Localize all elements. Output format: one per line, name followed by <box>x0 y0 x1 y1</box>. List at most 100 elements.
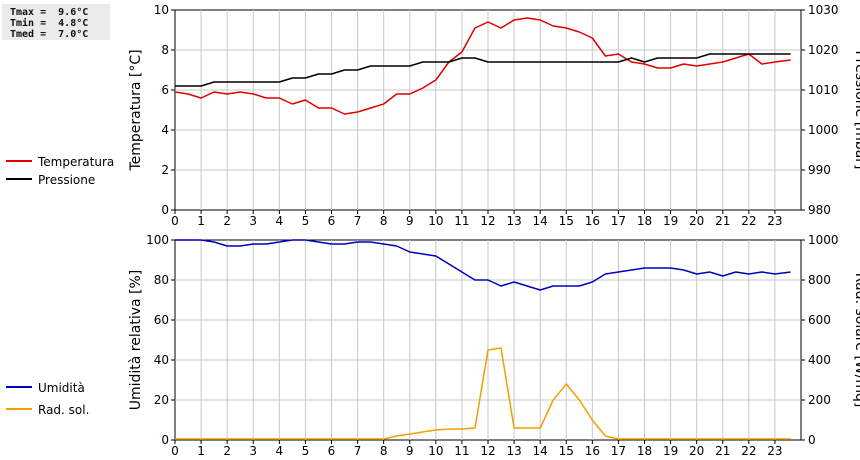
top-grid <box>175 10 801 210</box>
x-tick-label: 7 <box>354 214 362 228</box>
left-tick-label: 0 <box>161 433 169 447</box>
x-tick-label: 11 <box>454 444 469 458</box>
right-tick-label: 800 <box>808 273 831 287</box>
x-tick-label: 6 <box>328 214 336 228</box>
series-line-rad-sol <box>175 347 791 440</box>
legend-label-temperatura: Temperatura <box>37 155 114 169</box>
x-tick-label: 8 <box>380 214 388 228</box>
x-tick-label: 23 <box>767 444 782 458</box>
x-tick-label: 18 <box>637 444 652 458</box>
x-tick-label: 19 <box>663 214 678 228</box>
x-tick-label: 15 <box>559 444 574 458</box>
x-tick-label: 22 <box>741 444 756 458</box>
right-tick-label: 990 <box>808 163 831 177</box>
bottom-grid <box>175 240 801 440</box>
right-tick-label: 1010 <box>808 83 839 97</box>
left-tick-label: 60 <box>154 313 169 327</box>
x-tick-label: 15 <box>559 214 574 228</box>
top-left-axis-label: Temperatura [°C] <box>128 49 144 171</box>
x-tick-label: 4 <box>276 444 284 458</box>
x-tick-label: 22 <box>741 214 756 228</box>
x-tick-label: 5 <box>302 214 310 228</box>
x-tick-label: 16 <box>585 214 600 228</box>
left-tick-label: 20 <box>154 393 169 407</box>
top-series <box>174 17 791 115</box>
right-tick-label: 1000 <box>808 123 839 137</box>
right-tick-label: 400 <box>808 353 831 367</box>
x-tick-label: 2 <box>223 444 231 458</box>
x-tick-label: 3 <box>249 214 257 228</box>
temperature-pressure-chart: 0 1 2 3 4 5 6 7 8 9 10 11 12 13 14 15 16 17 18 19 20 21 22 23 0… <box>6 3 860 228</box>
bottom-left-axis-label: Umidità relativa [%] <box>128 270 144 411</box>
right-tick-label: 1020 <box>808 43 839 57</box>
x-tick-label: 10 <box>428 214 443 228</box>
left-tick-label: 100 <box>146 233 169 247</box>
bottom-left-ticks: 0 20 40 60 80 100 <box>146 233 175 447</box>
x-tick-label: 21 <box>715 444 730 458</box>
x-tick-label: 12 <box>480 444 495 458</box>
x-tick-label: 13 <box>506 214 521 228</box>
left-tick-label: 40 <box>154 353 169 367</box>
right-tick-label: 1030 <box>808 3 839 17</box>
x-tick-label: 10 <box>428 444 443 458</box>
right-tick-label: 600 <box>808 313 831 327</box>
x-tick-label: 1 <box>197 444 205 458</box>
right-tick-label: 980 <box>808 203 831 217</box>
x-tick-label: 13 <box>506 444 521 458</box>
tmax-readout: Tmax = 9.6°C <box>10 7 89 18</box>
x-tick-label: 9 <box>406 214 414 228</box>
legend-label-pressione: Pressione <box>38 173 95 187</box>
tmin-readout: Tmin = 4.8°C <box>10 18 89 29</box>
right-tick-label: 1000 <box>808 233 839 247</box>
top-right-ticks: 980 990 1000 1010 1020 1030 <box>801 3 839 217</box>
stats-box: Tmax = 9.6°C Tmin = 4.8°C Tmed = 7.0°C <box>2 4 110 40</box>
x-tick-label: 11 <box>454 214 469 228</box>
left-tick-label: 80 <box>154 273 169 287</box>
left-tick-label: 8 <box>161 43 169 57</box>
x-tick-label: 1 <box>197 214 205 228</box>
x-tick-label: 20 <box>689 444 704 458</box>
x-tick-label: 4 <box>276 214 284 228</box>
left-tick-label: 0 <box>161 203 169 217</box>
x-tick-label: 8 <box>380 444 388 458</box>
bottom-right-axis-label: Rad. solare [W/mq] <box>852 273 860 408</box>
x-tick-label: 0 <box>171 214 179 228</box>
x-tick-label: 6 <box>328 444 336 458</box>
top-left-ticks: 0 2 4 6 8 10 <box>154 3 175 217</box>
tmed-readout: Tmed = 7.0°C <box>10 29 89 40</box>
series-line-temperatura <box>174 17 791 115</box>
right-tick-label: 0 <box>808 433 816 447</box>
left-tick-label: 2 <box>161 163 169 177</box>
bottom-right-ticks: 0 200 400 600 800 1000 <box>801 233 839 447</box>
x-tick-label: 14 <box>533 444 548 458</box>
x-tick-label: 14 <box>533 214 548 228</box>
x-tick-label: 21 <box>715 214 730 228</box>
x-tick-label: 12 <box>480 214 495 228</box>
x-tick-label: 19 <box>663 444 678 458</box>
x-tick-label: 0 <box>171 444 179 458</box>
left-tick-label: 4 <box>161 123 169 137</box>
bottom-series <box>175 239 791 440</box>
series-line-umidit <box>175 239 791 291</box>
left-tick-label: 6 <box>161 83 169 97</box>
humidity-radiation-chart: 0 1 2 3 4 5 6 7 8 9 10 11 12 13 14 15 16 17 18 19 20 21 22 23 0… <box>6 233 860 458</box>
legend-label-umidita: Umidità <box>38 381 85 395</box>
x-tick-label: 20 <box>689 214 704 228</box>
bottom-x-ticks: 0 1 2 3 4 5 6 7 8 9 10 11 12 13 14 15 16 17 18 19 20 21 22 23 <box>171 440 783 458</box>
x-tick-label: 16 <box>585 444 600 458</box>
x-tick-label: 23 <box>767 214 782 228</box>
x-tick-label: 5 <box>302 444 310 458</box>
series-line-pressione <box>175 53 791 87</box>
legend-label-rad-sol: Rad. sol. <box>38 403 89 417</box>
left-tick-label: 10 <box>154 3 169 17</box>
right-tick-label: 200 <box>808 393 831 407</box>
top-x-ticks: 0 1 2 3 4 5 6 7 8 9 10 11 12 13 14 15 16 17 18 19 20 21 22 23 <box>171 210 783 228</box>
x-tick-label: 17 <box>611 444 626 458</box>
x-tick-label: 3 <box>249 444 257 458</box>
top-right-axis-label: Pressione [mbar] <box>852 50 860 169</box>
x-tick-label: 2 <box>223 214 231 228</box>
x-tick-label: 9 <box>406 444 414 458</box>
x-tick-label: 18 <box>637 214 652 228</box>
x-tick-label: 7 <box>354 444 362 458</box>
